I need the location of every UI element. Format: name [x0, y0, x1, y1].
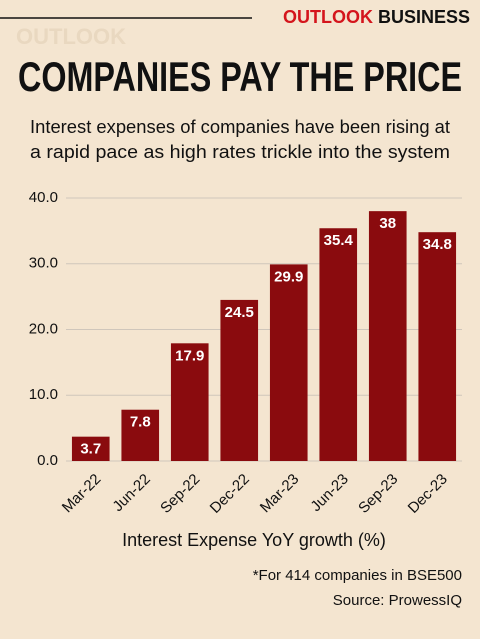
bar	[269, 264, 308, 461]
data-label: 17.9	[175, 347, 204, 364]
x-axis-label: Interest Expense YoY growth (%)	[122, 530, 386, 550]
data-label: 24.5	[225, 304, 254, 321]
bar	[121, 409, 160, 461]
bar	[418, 232, 457, 461]
chart-title: COMPANIES PAY THE PRICE	[18, 53, 462, 100]
bar	[71, 436, 110, 461]
y-tick-label: 30.0	[29, 255, 58, 272]
bar	[220, 299, 259, 461]
bar	[319, 228, 358, 461]
data-label: 38	[379, 215, 396, 232]
brand-primary: OUTLOOK	[283, 7, 373, 27]
brand: OUTLOOK BUSINESS	[283, 7, 470, 27]
y-tick-label: 20.0	[29, 320, 58, 337]
data-label: 29.9	[274, 268, 303, 285]
y-tick-label: 40.0	[29, 189, 58, 206]
data-label: 34.8	[423, 236, 452, 253]
bar	[368, 211, 407, 461]
brand-secondary: BUSINESS	[378, 7, 470, 27]
bar	[170, 343, 209, 461]
subtitle: a rapid pace as high rates trickle into …	[30, 142, 450, 162]
data-label: 35.4	[324, 232, 354, 249]
data-label: 7.8	[130, 414, 151, 431]
source: Source: ProwessIQ	[333, 592, 462, 609]
subtitle: Interest expenses of companies have been…	[30, 117, 450, 137]
data-label: 3.7	[80, 441, 101, 458]
y-tick-label: 10.0	[29, 386, 58, 403]
footnote: *For 414 companies in BSE500	[253, 567, 462, 584]
y-tick-label: 0.0	[37, 452, 58, 469]
watermark: OUTLOOK	[16, 24, 126, 49]
